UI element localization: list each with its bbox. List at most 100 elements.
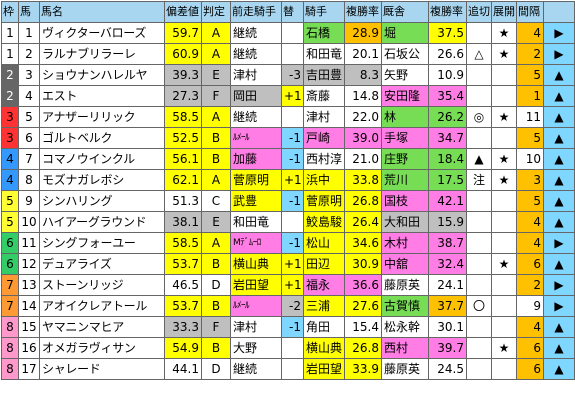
trainer-rate-cell: 42.1 [428,190,467,212]
change-cell: -1 [281,127,304,149]
trainer-rate-cell: 39.7 [428,337,467,359]
trainer-cell: 藤原英 [381,358,429,380]
interval-cell: 11 [516,106,544,128]
table-row[interactable]: 7 13 ストーンリッジ 46.5 D 岩田望 +1 福永 36.6 藤原英 24.1 2 ▶ [1,274,575,296]
prev-jockey-cell: 岩田望 [230,274,282,296]
tenkai-cell: ★ [491,337,517,359]
direction-icon: ▲ [543,169,575,191]
table-row[interactable]: 8 15 ヤマニンマヒア 33.3 F 津村 -1 角田 15.4 松永幹 30.1 4 ▲ [1,316,575,338]
jockey-rate-cell: 27.6 [344,295,382,317]
prev-jockey-cell: 継続 [230,22,282,44]
umaban-cell: 15 [18,316,40,338]
horse-name-cell: ヴィクターバローズ [39,22,165,44]
jockey-rate-cell: 15.4 [344,316,382,338]
umaban-cell: 1 [18,22,40,44]
horse-name-cell: エスト [39,85,165,107]
trainer-rate-cell: 24.1 [428,274,467,296]
horse-name-cell: コマノウインクル [39,148,165,170]
waku-cell: 7 [1,274,19,296]
tenkai-cell [491,64,517,86]
jockey-rate-cell: 22.0 [344,106,382,128]
horse-name-cell: デュアライズ [39,253,165,275]
interval-cell: 4 [516,22,544,44]
trainer-cell: 石坂公 [381,43,429,65]
jockey-cell: 浜中 [303,169,345,191]
trainer-cell: 林 [381,106,429,128]
deviation-cell: 52.5 [164,127,202,149]
oikiri-cell: 注 [466,169,492,191]
interval-cell: 4 [516,232,544,254]
trainer-cell: 庄野 [381,148,429,170]
table-row[interactable]: 4 7 コマノウインクル 56.1 B 加藤 -1 西村淳 21.0 庄野 18.4 ▲ ★ 10 ▲ [1,148,575,170]
table-row[interactable]: 3 5 アナザーリリック 58.5 A 継続 津村 22.0 林 26.2 ◎ ★ 11 ▲ [1,106,575,128]
grade-cell: E [201,211,231,233]
table-row[interactable]: 2 4 エスト 27.3 F 岡田 +1 斎藤 14.8 安田隆 35.4 1 ▲ [1,85,575,107]
oikiri-cell: ◎ [466,106,492,128]
oikiri-cell [466,85,492,107]
table-row[interactable]: 3 6 ゴルトベルク 52.5 B ﾙﾒｰﾙ -1 戸崎 39.0 手塚 34.7 5 ▲ [1,127,575,149]
umaban-cell: 17 [18,358,40,380]
deviation-cell: 58.5 [164,106,202,128]
table-row[interactable]: 7 14 アオイクレアトール 53.7 B ﾙﾒｰﾙ -2 三浦 27.6 古賀慎 37.7 〇 9 ▶ [1,295,575,317]
waku-cell: 4 [1,169,19,191]
deviation-cell: 62.1 [164,169,202,191]
grade-cell: A [201,232,231,254]
jockey-rate-cell: 39.0 [344,127,382,149]
trainer-cell: 中舘 [381,253,429,275]
deviation-cell: 46.5 [164,274,202,296]
horse-name-cell: ショウナンハレルヤ [39,64,165,86]
table-row[interactable]: 1 2 ラルナブリラーレ 60.9 A 継続 和田竜 20.1 石坂公 26.6 △ ★ 2 ▶ [1,43,575,65]
deviation-cell: 56.1 [164,148,202,170]
prev-jockey-cell: Mﾃﾞﾑｰﾛ [230,232,282,254]
horse-name-cell: ヤマニンマヒア [39,316,165,338]
trainer-cell: 松永幹 [381,316,429,338]
prev-jockey-cell: 岡田 [230,85,282,107]
jockey-cell: 福永 [303,274,345,296]
oikiri-cell [466,358,492,380]
direction-icon: ▶ [543,43,575,65]
deviation-cell: 51.3 [164,190,202,212]
header-prev-jockey: 前走騎手 [230,1,282,23]
jockey-rate-cell: 26.8 [344,190,382,212]
trainer-rate-cell: 34.7 [428,127,467,149]
table-row[interactable]: 6 12 デュアライズ 53.7 B 横山典 +1 田辺 30.9 中舘 32.4 ★ 6 ▲ [1,253,575,275]
oikiri-cell [466,127,492,149]
umaban-cell: 13 [18,274,40,296]
jockey-rate-cell: 26.4 [344,211,382,233]
table-row[interactable]: 6 11 シングフォーユー 58.5 A Mﾃﾞﾑｰﾛ -1 松山 34.6 木村 38.7 4 ▶ [1,232,575,254]
trainer-rate-cell: 32.4 [428,253,467,275]
oikiri-cell: ▲ [466,148,492,170]
trainer-cell: 藤原英 [381,274,429,296]
table-row[interactable]: 5 10 ハイアーグラウンド 38.1 E 和田竜 鮫島駿 26.4 大和田 15.9 4 ▲ [1,211,575,233]
header-deviation: 偏差値 [164,1,202,23]
grade-cell: A [201,169,231,191]
horse-name-cell: ゴルトベルク [39,127,165,149]
prev-jockey-cell: 横山典 [230,253,282,275]
table-row[interactable]: 1 1 ヴィクターバローズ 59.7 A 継続 石橋 28.9 堀 37.5 ★ 4 ▶ [1,22,575,44]
table-row[interactable]: 8 16 オメガラヴィサン 54.9 B 大野 横山典 26.8 西村 39.7 ★ 6 ▲ [1,337,575,359]
trainer-rate-cell: 37.5 [428,22,467,44]
waku-cell: 2 [1,64,19,86]
table-row[interactable]: 8 17 シャレード 44.1 D 継続 岩田望 33.9 藤原英 24.5 6 ▲ [1,358,575,380]
deviation-cell: 53.7 [164,253,202,275]
deviation-cell: 53.7 [164,295,202,317]
interval-cell: 9 [516,295,544,317]
grade-cell: B [201,337,231,359]
prev-jockey-cell: 継続 [230,43,282,65]
trainer-cell: 西村 [381,337,429,359]
table-row[interactable]: 4 8 モズナガレボシ 62.1 A 菅原明 +1 浜中 33.8 荒川 17.5 注 ★ 3 ▲ [1,169,575,191]
prev-jockey-cell: 大野 [230,337,282,359]
umaban-cell: 11 [18,232,40,254]
direction-icon: ▲ [543,106,575,128]
waku-cell: 8 [1,358,19,380]
horse-name-cell: ラルナブリラーレ [39,43,165,65]
jockey-rate-cell: 28.9 [344,22,382,44]
deviation-cell: 38.1 [164,211,202,233]
grade-cell: D [201,358,231,380]
table-row[interactable]: 2 3 ショウナンハレルヤ 39.3 E 津村 -3 吉田豊 8.3 矢野 10.9 5 ▲ [1,64,575,86]
table-row[interactable]: 5 9 シンハリング 51.3 C 武豊 -1 菅原明 26.8 国枝 42.1 5 ▲ [1,190,575,212]
jockey-cell: 田辺 [303,253,345,275]
prev-jockey-cell: 加藤 [230,148,282,170]
change-cell [281,22,304,44]
change-cell: -1 [281,190,304,212]
